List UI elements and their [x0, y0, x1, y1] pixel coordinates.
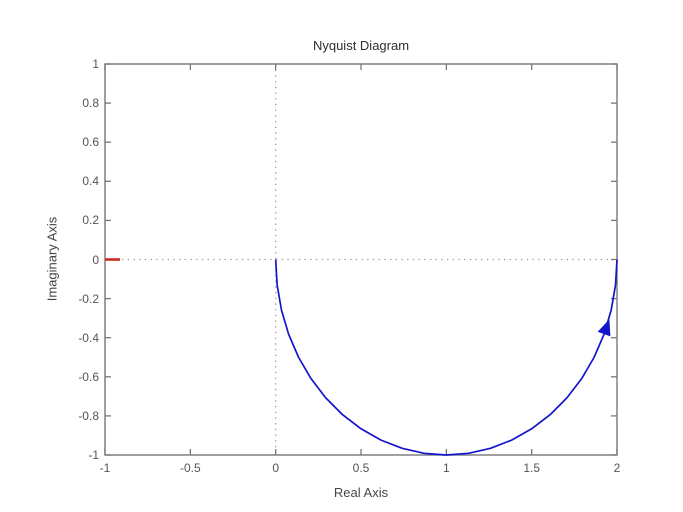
nyquist-curve	[274, 259, 618, 456]
y-tick-label: 0.4	[82, 174, 99, 189]
x-tick-label: 1.5	[523, 461, 540, 475]
y-tick-label: -0.2	[78, 291, 99, 306]
x-tick-label: 0.5	[352, 461, 370, 475]
x-tick-label: 2	[613, 461, 621, 475]
y-tick-label: -1	[88, 448, 99, 462]
y-tick-label: -0.8	[78, 408, 99, 423]
y-axis-label: Imaginary Axis	[44, 216, 60, 302]
axes-box	[104, 63, 618, 456]
x-tick-label: -1	[99, 461, 111, 475]
y-tick-label: -0.6	[78, 369, 99, 384]
y-tick-label: 0.8	[82, 96, 99, 111]
y-tick-label: -0.4	[78, 330, 99, 345]
x-axis-label: Real Axis	[333, 485, 389, 500]
y-axis-label-wrap: Imaginary Axis	[44, 0, 60, 512]
zero-axis-gridlines	[105, 64, 617, 455]
x-tick-label: 1	[442, 461, 450, 475]
x-tick-label: -0.5	[179, 461, 201, 475]
y-tick-label: 0.2	[82, 213, 99, 228]
y-tick-label: 0	[92, 252, 99, 267]
direction-arrow	[597, 319, 611, 337]
axis-tick-marks	[104, 63, 618, 456]
chart-title: Nyquist Diagram	[312, 38, 410, 53]
y-tick-label: 1	[92, 57, 99, 71]
x-tick-label: 0	[272, 461, 279, 475]
y-tick-label: 0.6	[82, 135, 99, 150]
